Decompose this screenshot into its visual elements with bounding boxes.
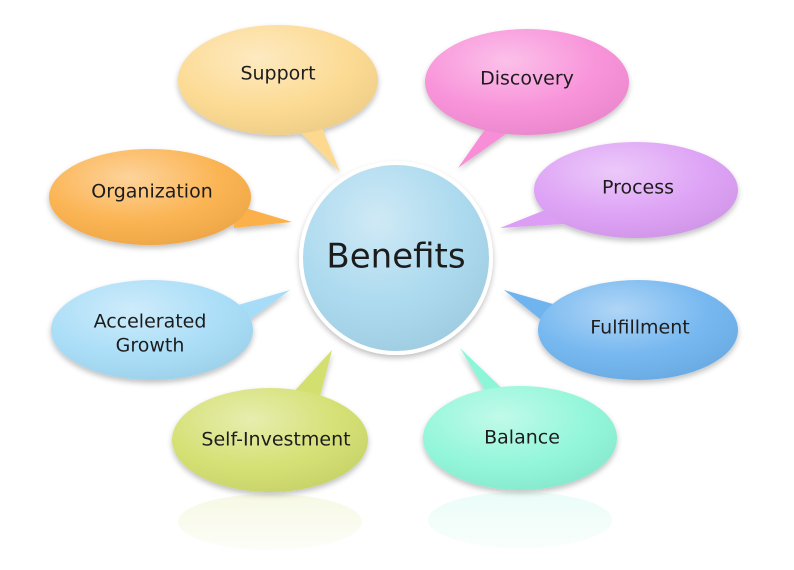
bubble-fulfillment: Fulfillment: [504, 280, 738, 380]
bubble-support: Support: [178, 25, 378, 172]
bubble-accelerated-growth: Accelerated Growth: [51, 280, 290, 380]
bubble-support-shape: [300, 128, 340, 172]
bubble-discovery: Discovery: [425, 29, 629, 168]
bubble-organization-label: Organization: [91, 181, 212, 203]
center-node: Benefits: [299, 161, 493, 355]
bubble-organization: Organization: [49, 149, 292, 245]
bubble-balance-shape: [460, 348, 510, 396]
bubble-process: Process: [500, 142, 738, 238]
bubble-discovery-label: Discovery: [480, 68, 574, 90]
bubble-self-investment-label: Self-Investment: [201, 429, 350, 451]
bubble-support-label: Support: [240, 63, 315, 85]
bubble-discovery-shape: [458, 128, 506, 168]
bubble-balance-label: Balance: [484, 427, 560, 449]
bubble-fulfillment-label: Fulfillment: [590, 317, 689, 339]
bubble-self-investment: Self-Investment: [172, 350, 368, 492]
bubble-self-investment-shape: [290, 350, 332, 404]
bubble-process-label: Process: [602, 177, 674, 199]
center-label: Benefits: [326, 237, 465, 277]
bubble-accelerated-growth-label-line1: Accelerated: [94, 311, 207, 333]
bubble-balance: Balance: [423, 348, 617, 490]
bubble-accelerated-growth-label-line2: Growth: [116, 335, 185, 357]
